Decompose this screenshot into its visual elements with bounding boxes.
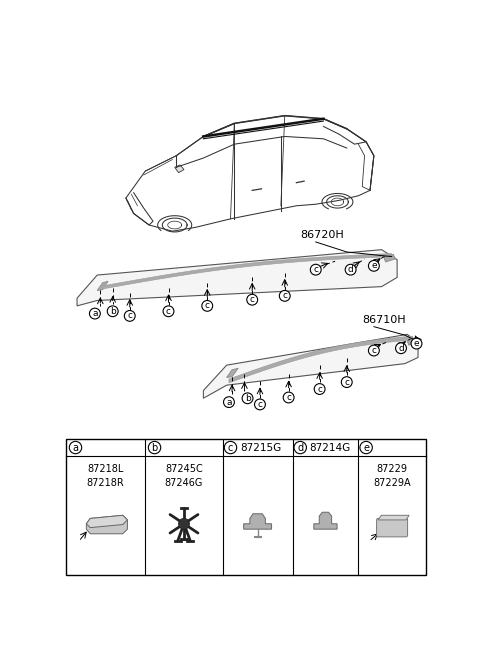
Text: c: c	[372, 346, 376, 355]
Circle shape	[89, 308, 100, 319]
Text: a: a	[92, 309, 97, 318]
Text: b: b	[151, 443, 157, 453]
Text: 87215G: 87215G	[240, 443, 281, 453]
Circle shape	[396, 343, 407, 354]
Polygon shape	[97, 281, 108, 291]
Text: e: e	[371, 261, 377, 270]
Polygon shape	[204, 335, 418, 398]
Bar	[66, 439, 426, 575]
Text: c: c	[286, 393, 291, 402]
Text: 86710H: 86710H	[362, 315, 406, 325]
Text: c: c	[127, 312, 132, 320]
Circle shape	[369, 260, 379, 271]
Text: c: c	[166, 307, 171, 316]
Text: 87214G: 87214G	[310, 443, 351, 453]
Circle shape	[247, 295, 258, 305]
Polygon shape	[407, 337, 417, 345]
Text: a: a	[72, 443, 79, 453]
Polygon shape	[77, 250, 397, 306]
Text: a: a	[226, 398, 232, 407]
Text: c: c	[282, 291, 287, 300]
Circle shape	[283, 392, 294, 403]
Text: c: c	[228, 443, 233, 453]
Polygon shape	[86, 516, 127, 527]
Circle shape	[294, 441, 306, 454]
Polygon shape	[86, 516, 127, 534]
Circle shape	[124, 310, 135, 321]
Circle shape	[314, 384, 325, 394]
Text: 86720H: 86720H	[300, 230, 344, 240]
Circle shape	[163, 306, 174, 317]
Text: 87245C
87246G: 87245C 87246G	[165, 464, 203, 487]
Text: c: c	[205, 301, 210, 310]
Text: c: c	[317, 384, 322, 394]
Circle shape	[224, 441, 237, 454]
Circle shape	[224, 397, 234, 407]
Circle shape	[311, 264, 321, 275]
Circle shape	[360, 441, 372, 454]
Polygon shape	[229, 336, 413, 383]
Text: c: c	[313, 265, 318, 274]
Text: b: b	[110, 307, 116, 316]
Text: d: d	[398, 344, 404, 353]
Polygon shape	[103, 253, 392, 289]
Polygon shape	[314, 512, 337, 529]
Circle shape	[148, 441, 161, 454]
Text: e: e	[414, 339, 420, 348]
Circle shape	[341, 377, 352, 388]
Circle shape	[107, 306, 118, 317]
Text: c: c	[250, 295, 255, 304]
Circle shape	[369, 345, 379, 356]
Polygon shape	[384, 255, 396, 262]
Text: 87229
87229A: 87229 87229A	[373, 464, 411, 487]
Circle shape	[254, 399, 265, 410]
Circle shape	[279, 291, 290, 301]
Text: d: d	[348, 265, 353, 274]
Circle shape	[345, 264, 356, 275]
Circle shape	[242, 393, 253, 403]
Text: b: b	[245, 394, 251, 403]
Polygon shape	[175, 165, 184, 173]
Text: c: c	[344, 378, 349, 386]
Text: e: e	[363, 443, 369, 453]
Polygon shape	[244, 514, 272, 529]
Text: c: c	[257, 400, 263, 409]
Text: d: d	[297, 443, 303, 453]
Text: 87218L
87218R: 87218L 87218R	[87, 464, 125, 487]
Polygon shape	[227, 368, 238, 377]
Circle shape	[179, 518, 190, 529]
Circle shape	[202, 300, 213, 311]
Polygon shape	[378, 516, 409, 520]
Circle shape	[411, 338, 422, 349]
Circle shape	[69, 441, 82, 454]
FancyBboxPatch shape	[377, 518, 408, 537]
